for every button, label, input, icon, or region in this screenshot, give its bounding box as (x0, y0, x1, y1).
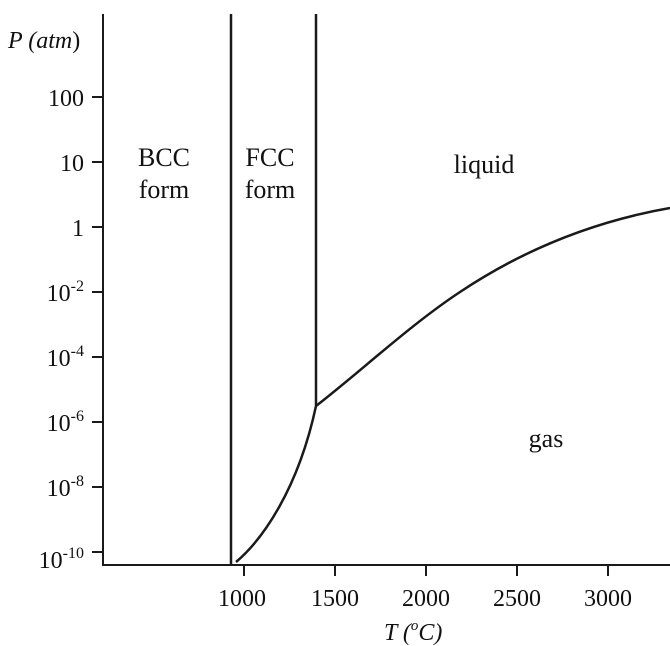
gas-region-label: gas (529, 424, 564, 453)
y-axis-title-main: P (atm (7, 28, 72, 54)
y-axis-title: P (atm) (7, 28, 80, 54)
y-tick-label-1e-6: 10-6 (47, 408, 84, 437)
x-axis-title: T (oC) (384, 618, 442, 646)
x-tick-label-2500: 2500 (493, 586, 541, 612)
fcc-region-label-line2: form (245, 175, 296, 204)
bcc-region-label-line1: BCC (138, 143, 190, 172)
x-tick-label-1000: 1000 (218, 586, 266, 612)
fcc-region-label-line1: FCC (245, 143, 294, 172)
x-axis-title-suffix: C) (418, 620, 442, 646)
x-tick-label-3000: 3000 (584, 586, 632, 612)
y-axis-title-close: ) (72, 28, 80, 54)
x-tick-label-2000: 2000 (402, 586, 450, 612)
fcc-gas-boundary-curve (235, 405, 318, 563)
x-tick-label-1500: 1500 (311, 586, 359, 612)
y-tick-label-1e-4: 10-4 (47, 343, 84, 372)
y-tick-label-1e-8: 10-8 (47, 473, 84, 502)
bcc-region-label-line2: form (139, 175, 190, 204)
y-tick-label-100: 100 (48, 86, 84, 112)
y-tick-label-1e-10: 10-10 (39, 545, 84, 574)
x-axis-title-superscript: o (411, 618, 419, 634)
liquid-gas-boundary-curve (315, 206, 670, 407)
y-tick-label-1: 1 (72, 216, 84, 242)
y-tick-label-1e-2: 10-2 (47, 278, 84, 307)
y-tick-label-10: 10 (60, 151, 84, 177)
liquid-region-label: liquid (454, 150, 515, 179)
x-axis-title-prefix: T ( (384, 620, 413, 646)
